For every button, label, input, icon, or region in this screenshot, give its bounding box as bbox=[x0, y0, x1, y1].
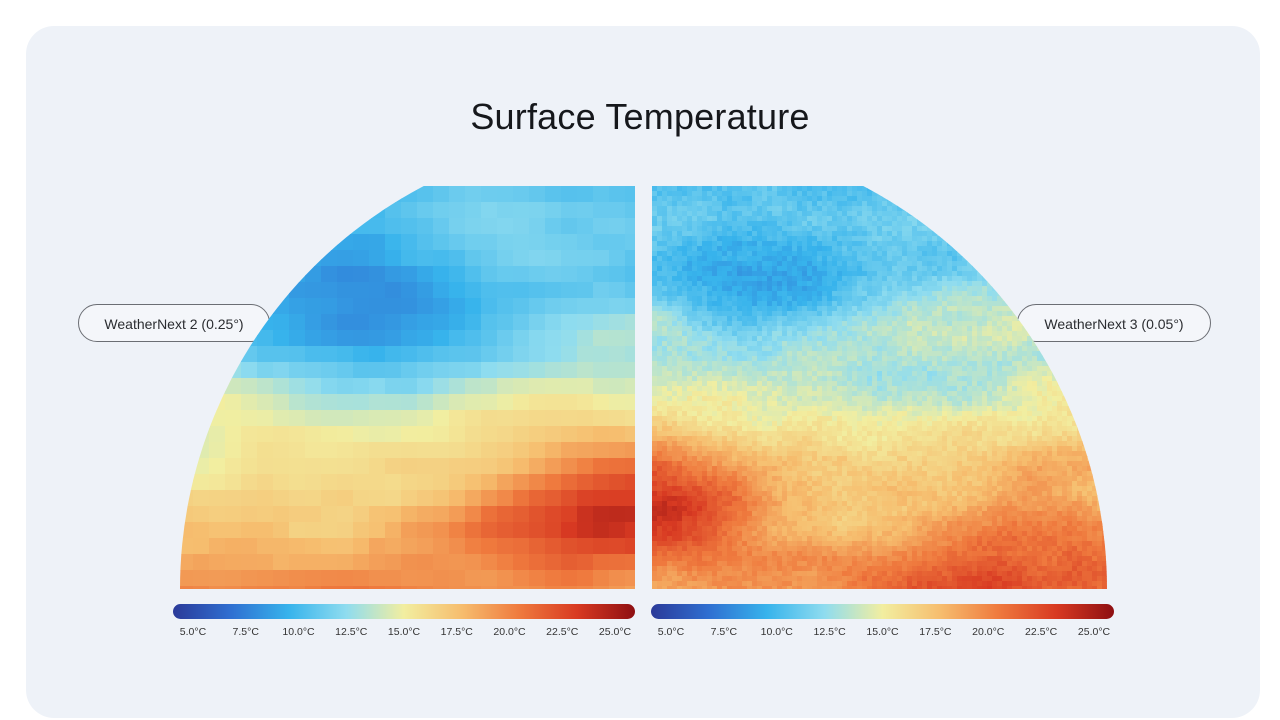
slide-card bbox=[26, 26, 1260, 718]
high-res-temperature-map bbox=[652, 186, 1107, 589]
colorbar-tick: 5.0°C bbox=[179, 626, 207, 638]
colorbar-tick: 12.5°C bbox=[335, 626, 368, 638]
left-map-cells bbox=[180, 186, 635, 589]
colorbar-tick: 22.5°C bbox=[546, 626, 579, 638]
colorbar-tick: 25.0°C bbox=[1077, 626, 1111, 638]
colorbar-tick: 12.5°C bbox=[813, 626, 846, 638]
low-res-temperature-map bbox=[180, 186, 635, 589]
colorbar-left bbox=[173, 604, 635, 619]
colorbar-tick: 20.0°C bbox=[493, 626, 526, 638]
colorbar-tick: 20.0°C bbox=[972, 626, 1005, 638]
page-title: Surface Temperature bbox=[470, 96, 810, 137]
weathernext3-label: WeatherNext 3 (0.05°) bbox=[1017, 304, 1211, 342]
colorbar-tick: 7.5°C bbox=[710, 626, 738, 638]
colorbar-ticks-right: 5.0°C 7.5°C 10.0°C 12.5°C 15.0°C 17.5°C 20.0°C… bbox=[651, 626, 1114, 642]
colorbar-tick: 22.5°C bbox=[1025, 626, 1058, 638]
colorbar-tick: 15.0°C bbox=[866, 626, 899, 638]
right-map-cells bbox=[652, 186, 1107, 589]
colorbar-tick: 10.0°C bbox=[760, 626, 793, 638]
colorbar-right bbox=[651, 604, 1114, 619]
colorbar-ticks-left: 5.0°C 7.5°C 10.0°C 12.5°C 15.0°C 17.5°C 20.0°C… bbox=[173, 626, 635, 642]
colorbar-tick: 15.0°C bbox=[387, 626, 421, 638]
weathernext2-label: WeatherNext 2 (0.25°) bbox=[78, 304, 270, 342]
colorbar-tick: 5.0°C bbox=[657, 626, 685, 638]
colorbar-tick: 7.5°C bbox=[232, 626, 259, 638]
colorbar-tick: 17.5°C bbox=[440, 626, 473, 638]
colorbar-tick: 17.5°C bbox=[919, 626, 952, 638]
colorbar-tick: 10.0°C bbox=[282, 626, 315, 638]
colorbar-tick: 25.0°C bbox=[598, 626, 632, 638]
